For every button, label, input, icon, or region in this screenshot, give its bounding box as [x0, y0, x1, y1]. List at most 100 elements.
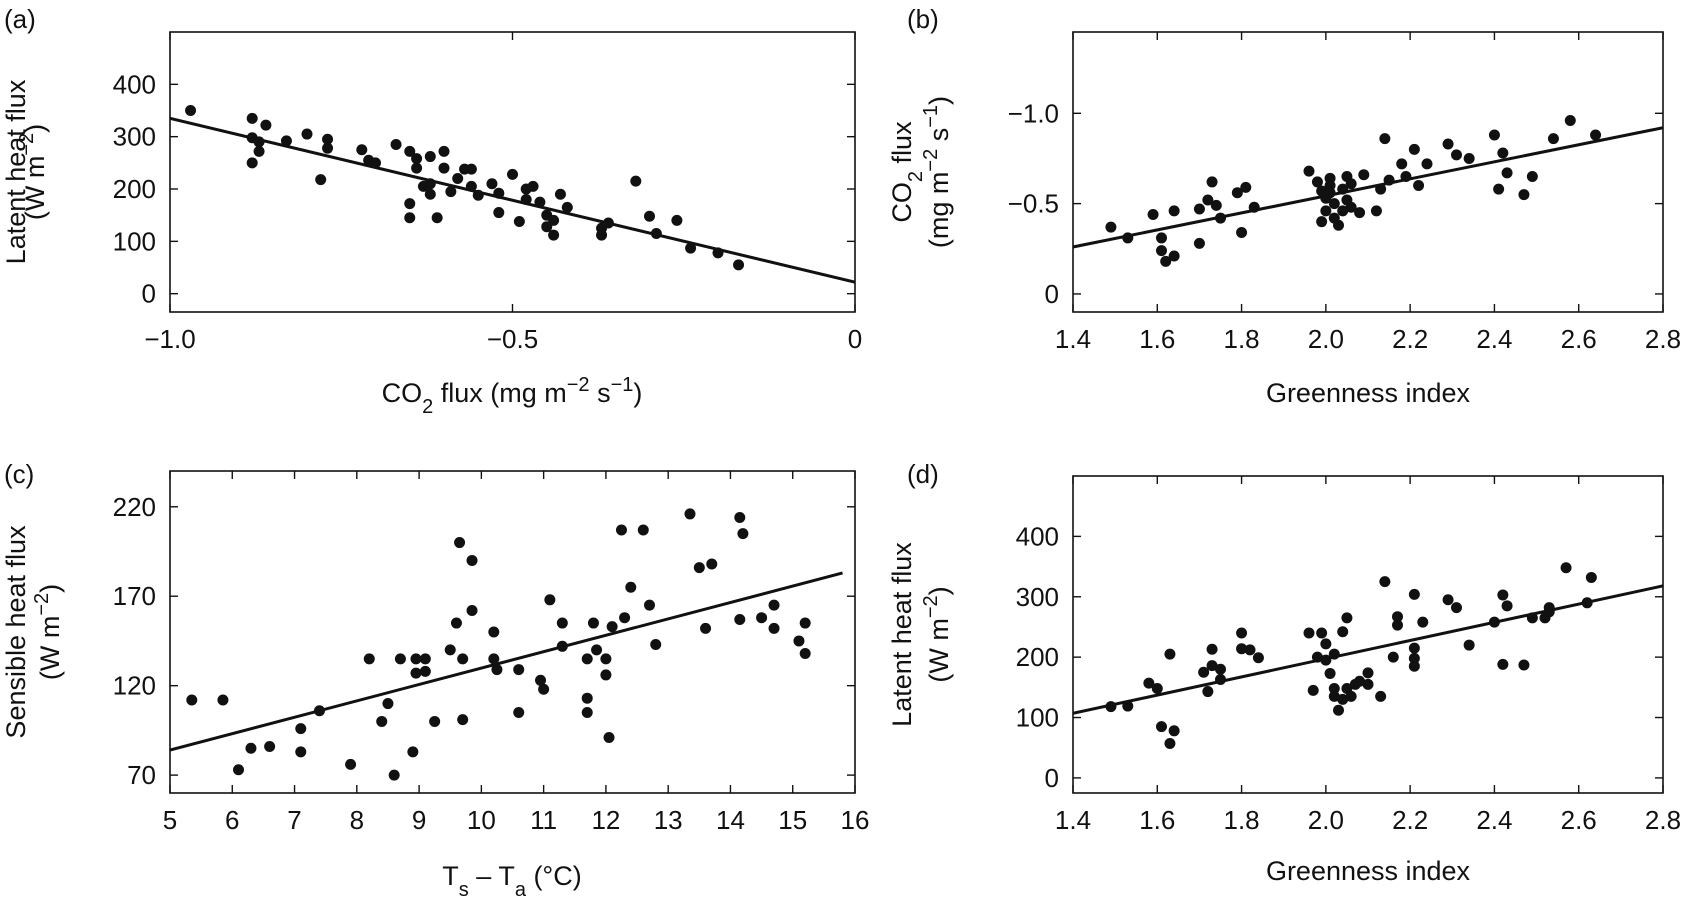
data-point: [404, 212, 416, 224]
data-point: [581, 692, 593, 704]
data-point: [1210, 199, 1222, 211]
data-point: [1122, 700, 1134, 712]
x-tick-label: 16: [841, 805, 870, 835]
data-point: [1421, 158, 1433, 170]
data-point: [1417, 616, 1429, 628]
data-point: [1493, 183, 1505, 195]
data-point: [1215, 673, 1226, 685]
data-point: [1400, 171, 1412, 183]
data-point: [315, 174, 327, 186]
data-point: [246, 157, 258, 169]
regression-line: [170, 116, 855, 284]
data-point: [1236, 643, 1248, 655]
data-point: [1543, 606, 1555, 618]
y-tick-label: 200: [1016, 642, 1059, 672]
data-point: [1358, 169, 1370, 181]
data-point: [322, 133, 334, 145]
data-point: [488, 626, 500, 638]
panel-label: (a): [4, 4, 36, 34]
data-point: [1168, 250, 1180, 262]
data-point: [280, 135, 292, 147]
data-point: [1526, 171, 1538, 183]
data-point: [438, 162, 450, 174]
data-point: [1164, 648, 1176, 660]
data-point: [619, 612, 631, 624]
data-point: [671, 214, 683, 226]
data-point: [493, 187, 505, 199]
data-point: [756, 612, 768, 624]
data-point: [1488, 616, 1500, 628]
data-point: [410, 667, 422, 679]
data-point: [390, 139, 402, 151]
x-tick-label: 2.8: [1645, 805, 1681, 835]
data-point: [1231, 187, 1243, 199]
data-point: [1413, 180, 1425, 192]
panel-d: 1.4 1.6 1.8 2.0 2.2 2.4 2.6 2.8 0 100 200 300 400 (d)…: [887, 459, 1681, 886]
x-tick-label: 2.0: [1308, 324, 1344, 354]
data-point: [700, 622, 712, 634]
data-point: [712, 247, 724, 259]
data-point: [1333, 704, 1344, 716]
data-point: [345, 758, 357, 770]
data-point: [1341, 612, 1353, 624]
data-point: [1337, 626, 1349, 638]
data-point: [1392, 611, 1403, 623]
data-point: [1375, 690, 1387, 702]
data-point: [1497, 658, 1509, 670]
data-point: [544, 594, 556, 606]
y-axis-label: Sensible heat flux: [1, 525, 31, 739]
data-point: [513, 664, 525, 676]
data-point: [733, 259, 745, 271]
data-point: [1316, 627, 1328, 639]
data-point: [1316, 216, 1328, 228]
data-point: [217, 694, 229, 706]
data-point: [548, 214, 560, 226]
data-point: [1244, 644, 1256, 656]
data-point: [600, 669, 612, 681]
data-point: [1379, 576, 1391, 588]
data-point: [1337, 183, 1349, 195]
x-tick-label: 2.6: [1561, 324, 1597, 354]
panel-b: 1.4 1.6 1.8 2.0 2.2 2.4 2.6 2.8 −1.0 −0.5 0 (b) Gree…: [887, 4, 1681, 408]
y-tick-label: 170: [113, 581, 156, 611]
y-tick-label: 120: [113, 671, 156, 701]
data-point: [1151, 683, 1163, 695]
data-point: [1303, 627, 1315, 639]
data-point: [253, 136, 265, 148]
data-point: [1345, 178, 1357, 190]
data-point: [1122, 232, 1134, 244]
data-point: [1590, 129, 1602, 141]
data-point: [253, 145, 265, 157]
panel-label: (c): [4, 459, 34, 489]
data-point: [603, 732, 615, 744]
data-point: [454, 537, 466, 549]
data-point: [424, 151, 436, 163]
x-tick-label: 12: [591, 805, 620, 835]
data-point: [1324, 667, 1336, 679]
data-point: [450, 617, 462, 629]
data-point: [1311, 176, 1323, 188]
x-tick-label: 11: [530, 805, 557, 835]
x-tick-label: 2.6: [1561, 805, 1597, 835]
data-point: [1581, 597, 1593, 609]
data-point: [1345, 690, 1357, 702]
data-point: [424, 178, 436, 190]
x-tick-label: 2.8: [1645, 324, 1681, 354]
y-axis-label: (W m−2): [920, 586, 954, 682]
data-point: [606, 621, 618, 633]
data-point: [465, 163, 477, 175]
y-tick-label: −1.0: [1008, 98, 1059, 128]
data-point: [1463, 152, 1475, 164]
data-point: [1497, 589, 1509, 601]
data-point: [1303, 165, 1315, 177]
data-point: [637, 524, 649, 536]
data-point: [602, 217, 614, 229]
x-axis-label: CO2 flux (mg m−2 s−1): [382, 374, 643, 418]
data-point: [1143, 677, 1155, 689]
data-point: [419, 653, 431, 665]
data-point: [1501, 600, 1513, 612]
y-tick-label: 220: [113, 492, 156, 522]
data-point: [1320, 205, 1332, 217]
data-point: [1215, 663, 1226, 675]
x-tick-label: 0: [848, 324, 862, 354]
